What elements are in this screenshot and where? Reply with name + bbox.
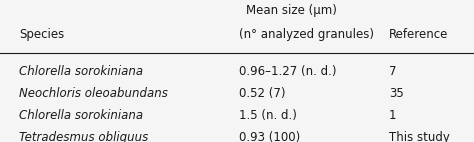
Text: Chlorella sorokiniana: Chlorella sorokiniana <box>19 109 143 122</box>
Text: 0.96–1.27 (n. d.): 0.96–1.27 (n. d.) <box>239 65 337 78</box>
Text: 1.5 (n. d.): 1.5 (n. d.) <box>239 109 297 122</box>
Text: (n° analyzed granules): (n° analyzed granules) <box>239 28 374 41</box>
Text: 0.93 (100): 0.93 (100) <box>239 131 301 142</box>
Text: Tetradesmus obliquus: Tetradesmus obliquus <box>19 131 148 142</box>
Text: 7: 7 <box>389 65 396 78</box>
Text: Mean size (μm): Mean size (μm) <box>246 4 337 17</box>
Text: 0.52 (7): 0.52 (7) <box>239 87 286 100</box>
Text: This study: This study <box>389 131 449 142</box>
Text: 35: 35 <box>389 87 403 100</box>
Text: Reference: Reference <box>389 28 448 41</box>
Text: Neochloris oleoabundans: Neochloris oleoabundans <box>19 87 168 100</box>
Text: Chlorella sorokiniana: Chlorella sorokiniana <box>19 65 143 78</box>
Text: 1: 1 <box>389 109 396 122</box>
Text: Species: Species <box>19 28 64 41</box>
